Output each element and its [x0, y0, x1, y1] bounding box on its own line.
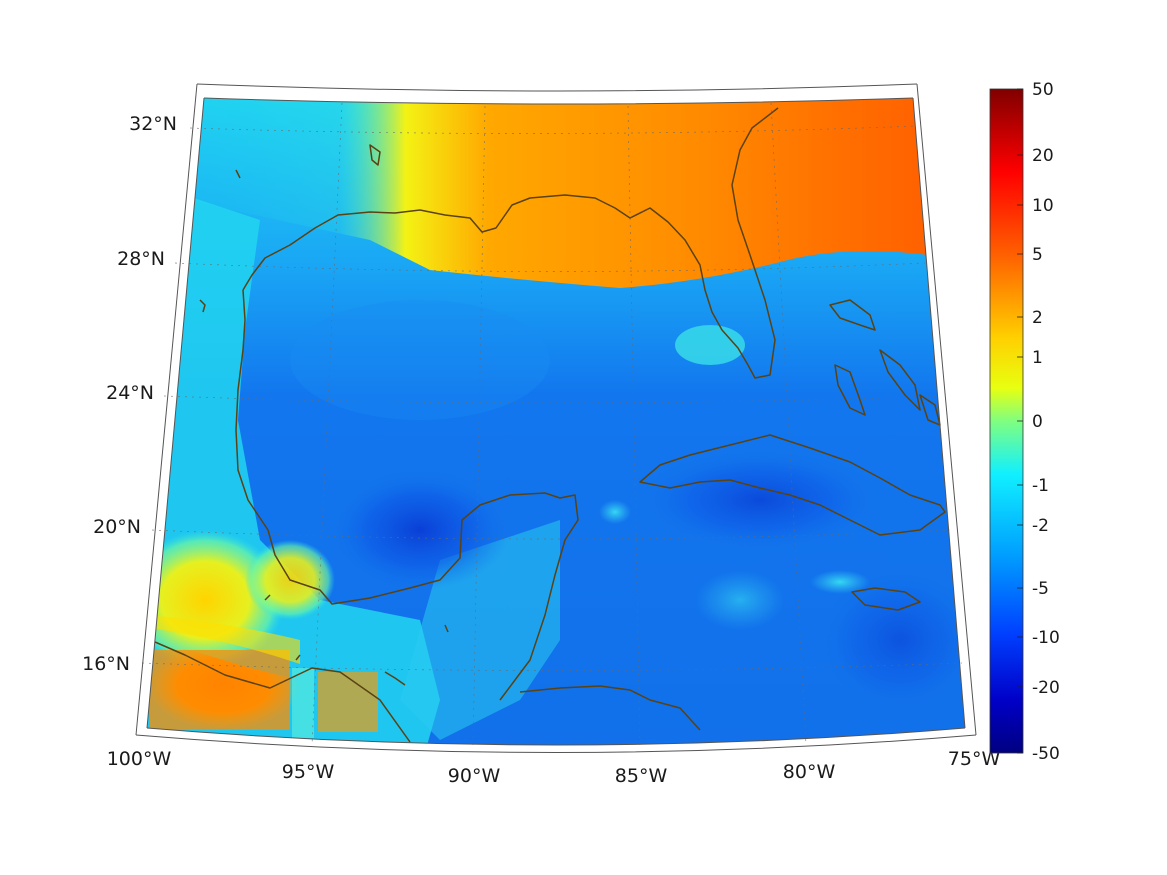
- map-frame: [135, 83, 977, 753]
- lon-label-80: 80°W: [783, 761, 836, 783]
- colorbar-tick-10: 10: [1032, 196, 1054, 216]
- coastlines: [154, 107, 946, 743]
- graticule: [141, 102, 963, 749]
- colorbar-tick-neg5: -5: [1032, 579, 1049, 599]
- heatmap-field: [147, 98, 965, 745]
- colorbar-tick-neg1: -1: [1032, 476, 1049, 496]
- colorbar-tick-5: 5: [1032, 245, 1043, 265]
- colorbar-tick-20: 20: [1032, 146, 1054, 166]
- colorbar-tick-1: 1: [1032, 348, 1043, 368]
- lon-label-90: 90°W: [448, 765, 501, 787]
- colorbar-tick-neg10: -10: [1032, 628, 1060, 648]
- longitude-labels: 100°W 95°W 90°W 85°W 80°W 75°W: [107, 748, 1001, 787]
- colorbar-tick-50: 50: [1032, 80, 1054, 100]
- lon-label-100: 100°W: [107, 748, 172, 770]
- colorbar-tick-2: 2: [1032, 308, 1043, 328]
- lat-label-32: 32°N: [129, 113, 177, 135]
- lat-label-16: 16°N: [82, 653, 130, 675]
- latitude-labels: 32°N 28°N 24°N 20°N 16°N: [82, 113, 177, 675]
- colorbar-tick-neg50: -50: [1032, 744, 1060, 764]
- lat-label-24: 24°N: [106, 382, 154, 404]
- lon-label-85: 85°W: [615, 765, 668, 787]
- colorbar-tick-neg20: -20: [1032, 678, 1060, 698]
- lat-label-20: 20°N: [93, 516, 141, 538]
- colorbar-tick-0: 0: [1032, 412, 1043, 432]
- colorbar-tick-neg2: -2: [1032, 516, 1049, 536]
- colorbar: 50 20 10 5 2 1 0 -1 -2 -5 -10 -20 -50: [989, 80, 1060, 764]
- lat-label-28: 28°N: [117, 248, 165, 270]
- lon-label-75: 75°W: [948, 748, 1001, 770]
- lon-label-95: 95°W: [282, 761, 335, 783]
